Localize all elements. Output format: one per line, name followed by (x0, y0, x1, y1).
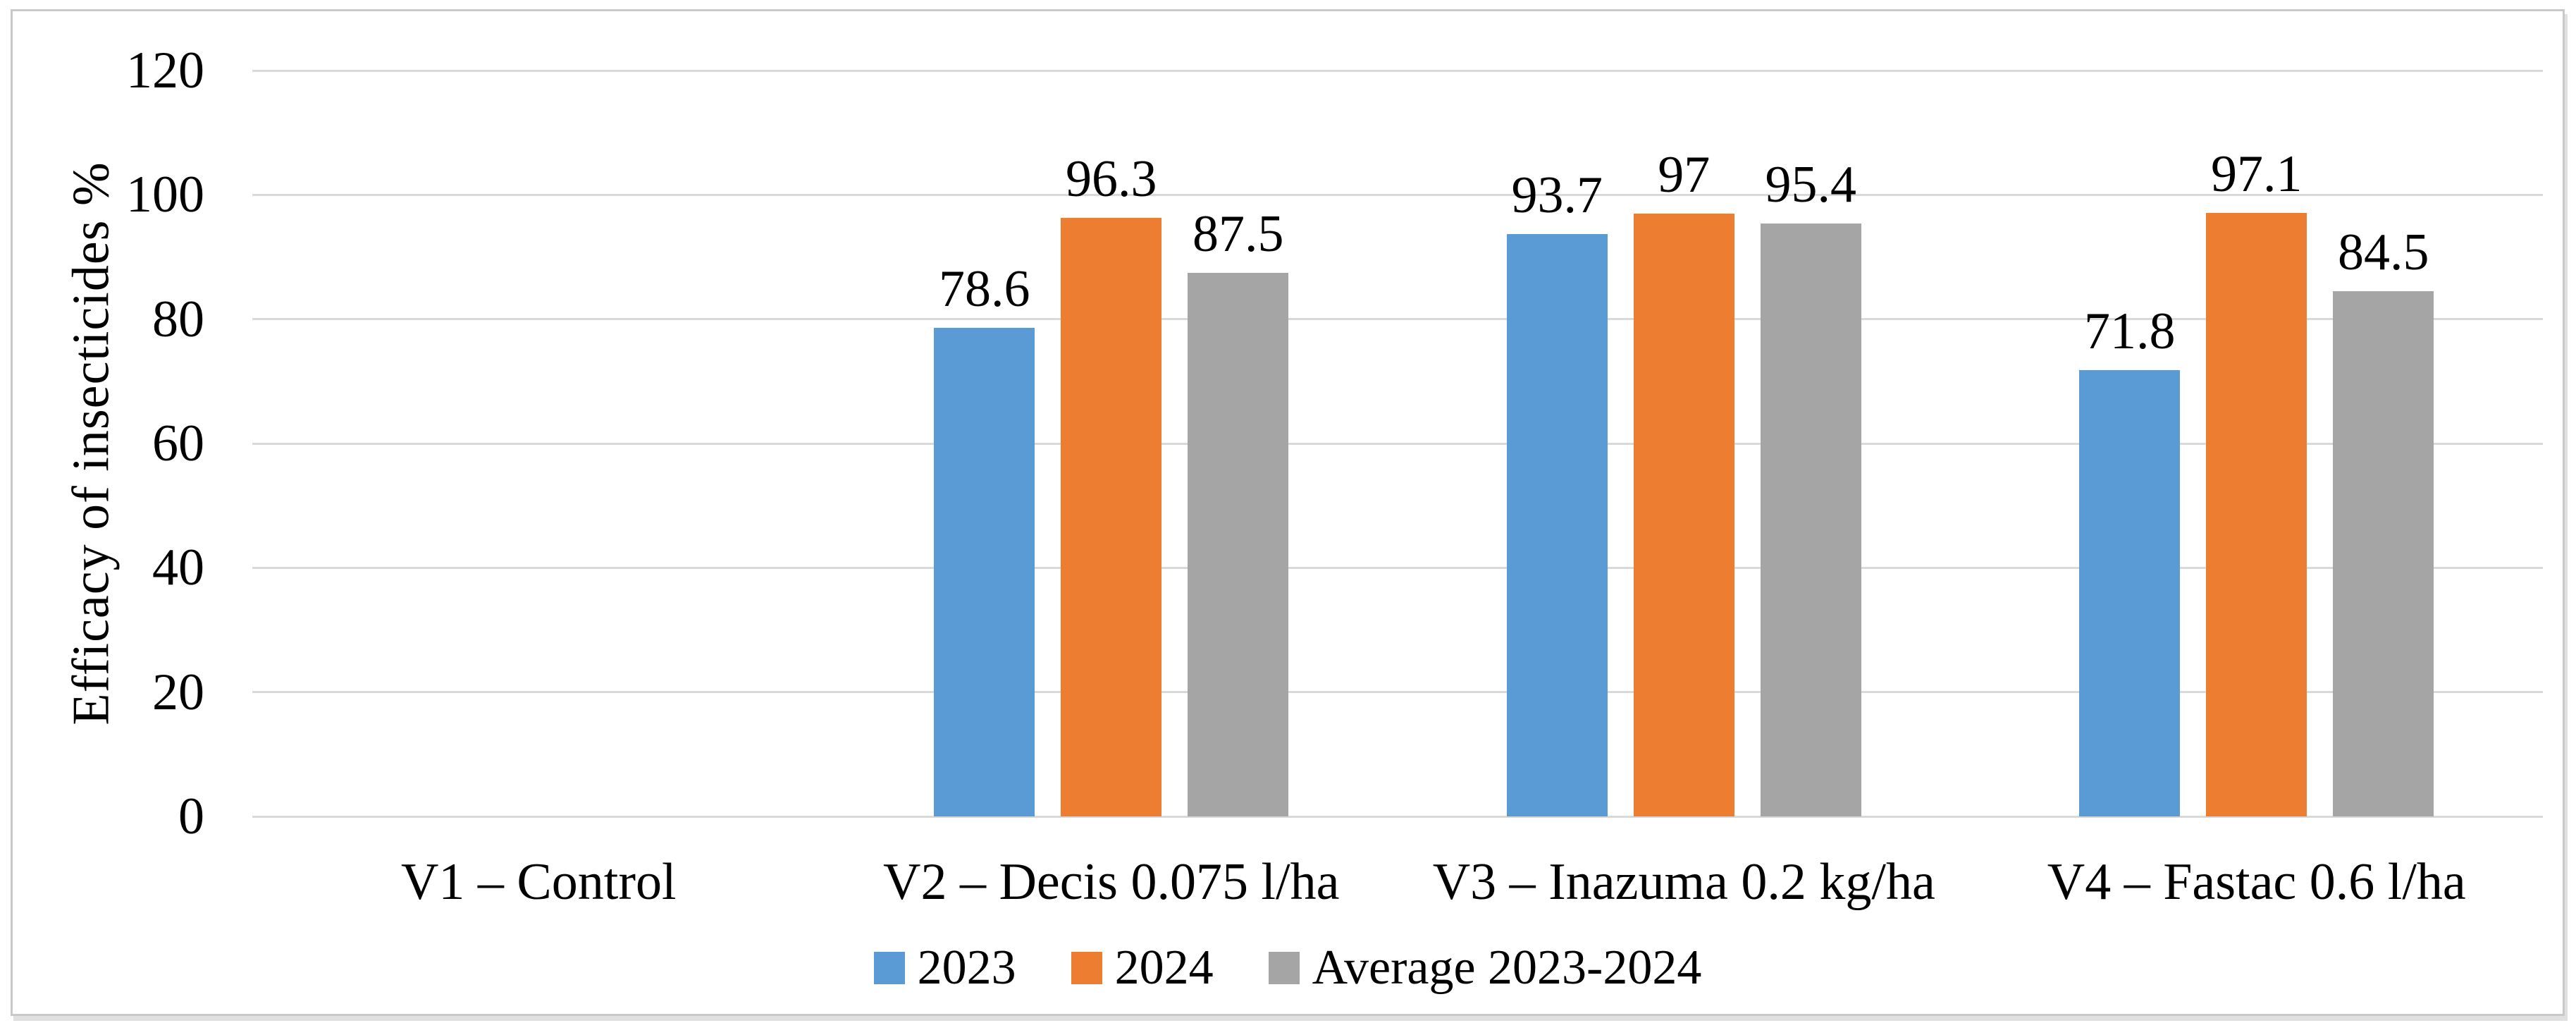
legend-marker-icon (1071, 952, 1102, 984)
y-tick-label: 120 (126, 42, 204, 99)
y-tick-label: 40 (152, 539, 204, 597)
legend-item-2023: 2023 (873, 941, 1016, 995)
data-label: 84.5 (2338, 223, 2429, 281)
legend-label: Average 2023-2024 (1312, 941, 1702, 995)
bar-2024-3 (1633, 213, 1734, 816)
data-label: 96.3 (1066, 149, 1157, 208)
y-tick-label: 100 (126, 166, 204, 224)
gridline (252, 318, 2543, 321)
plot-area: 78.6 93.7 71.8 96.3 97 97.1 87.5 95.4 84.5 (252, 69, 2543, 818)
legend-item-Average 2023-2024: Average 2023-2024 (1268, 941, 1702, 995)
y-tick-label: 0 (178, 788, 204, 845)
gridline (252, 566, 2543, 569)
y-tick-label: 20 (152, 663, 204, 721)
gridline (252, 815, 2543, 818)
gridline (252, 691, 2543, 694)
legend-label: 2024 (1114, 941, 1214, 995)
data-label: 71.8 (2084, 302, 2176, 360)
data-label: 97.1 (2211, 145, 2303, 203)
data-label: 78.6 (939, 260, 1030, 319)
bar-2024-4 (2206, 212, 2307, 816)
gridline (252, 442, 2543, 445)
data-label: 97 (1658, 145, 1711, 204)
chart-frame: Efficacy of insecticides % 78.6 93.7 71.8 9… (11, 9, 2565, 1016)
gridline (252, 69, 2543, 72)
y-tick-label: 80 (152, 290, 204, 348)
legend-marker-icon (873, 952, 905, 984)
bar-2023-2 (934, 328, 1035, 816)
data-label: 93.7 (1511, 166, 1603, 224)
legend-label: 2023 (917, 941, 1016, 995)
bar-2023-3 (1506, 233, 1608, 816)
x-category-label: V2 – Decis 0.075 l/ha (883, 853, 1340, 911)
x-category-label: V4 – Fastac 0.6 l/ha (2047, 853, 2466, 911)
x-category-label: V1 – Control (400, 853, 677, 911)
y-tick-label: 60 (152, 415, 204, 472)
legend-item-2024: 2024 (1071, 943, 1214, 993)
bar-Average 2023-2024-2 (1188, 272, 1289, 816)
bar-2024-2 (1061, 217, 1162, 816)
x-category-label: V3 – Inazuma 0.2 kg/ha (1432, 853, 1935, 911)
legend: 2023 2024 Average 2023-2024 (13, 943, 2563, 993)
data-label: 95.4 (1765, 155, 1857, 214)
bar-Average 2023-2024-4 (2333, 291, 2434, 816)
gridline (252, 193, 2543, 196)
data-label: 87.5 (1193, 204, 1284, 263)
bar-2023-4 (2079, 369, 2181, 816)
bar-Average 2023-2024-3 (1760, 223, 1861, 816)
legend-marker-icon (1268, 952, 1300, 984)
